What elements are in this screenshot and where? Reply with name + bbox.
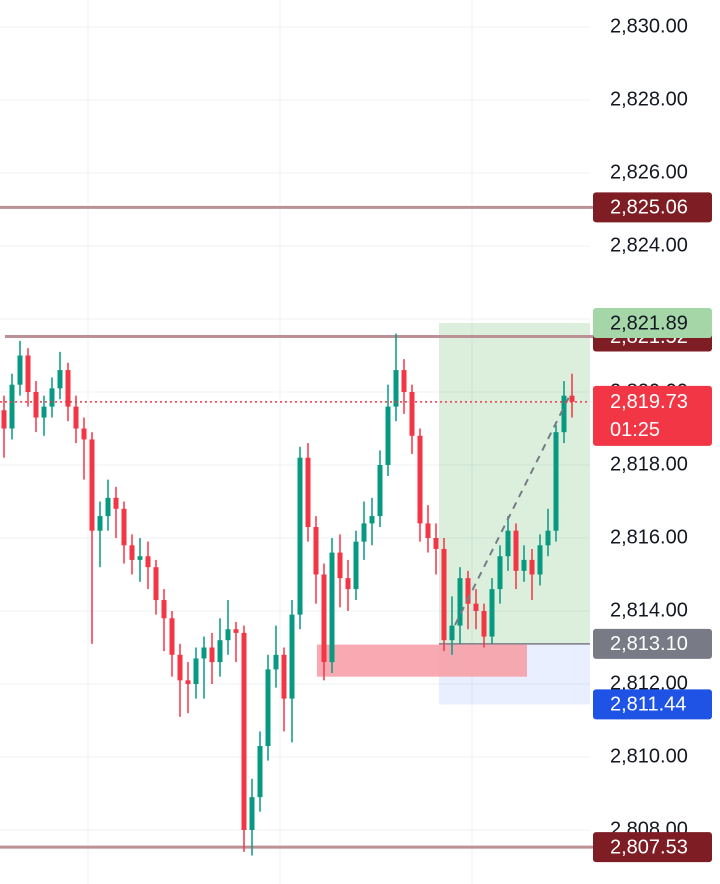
candle-body	[169, 618, 175, 655]
price-badge-label: 2,807.53	[610, 836, 688, 858]
candle-body	[225, 629, 231, 641]
y-tick-label: 2,810.00	[610, 745, 688, 767]
candle-body	[401, 370, 407, 392]
zone	[317, 644, 527, 677]
price-badge	[593, 832, 712, 863]
candle-body	[321, 574, 327, 663]
candle-body	[265, 669, 271, 747]
countdown: 01:25	[610, 419, 660, 441]
candle-body	[449, 625, 455, 641]
candle-body	[89, 439, 95, 531]
candle-body	[185, 680, 191, 684]
candle-body	[457, 578, 463, 626]
candle-body	[433, 537, 439, 549]
candle-body	[497, 556, 503, 590]
candle-body	[105, 497, 111, 517]
candle-body	[201, 647, 207, 659]
candle-body	[129, 545, 135, 560]
price-badge	[593, 192, 712, 223]
candle-body	[353, 541, 359, 590]
candle-body	[41, 406, 47, 418]
candle-body	[385, 406, 391, 465]
candle-body	[297, 457, 303, 615]
candle-body	[241, 632, 247, 830]
candle-body	[137, 556, 143, 560]
y-tick-label: 2,828.00	[610, 88, 688, 110]
candle-body	[81, 428, 87, 440]
candle-body	[513, 530, 519, 571]
price-badge-label: 2,825.06	[610, 197, 688, 219]
candle-body	[441, 548, 447, 641]
candle-body	[425, 523, 431, 538]
candle-body	[337, 552, 343, 579]
candle-body	[233, 629, 239, 633]
candle-body	[345, 578, 351, 590]
candle-body	[369, 516, 375, 524]
candle-body	[289, 614, 295, 699]
candle-body	[25, 355, 31, 392]
price-badge	[593, 308, 712, 339]
candle-body	[545, 530, 551, 546]
candle-body	[473, 603, 479, 611]
price-badge-label: 2,811.44	[610, 694, 686, 716]
price-badge-label: 2,821.89	[610, 312, 688, 334]
candle-body	[17, 355, 23, 385]
candle-body	[417, 435, 423, 524]
candle-body	[561, 395, 567, 433]
y-tick-label: 2,830.00	[610, 15, 688, 37]
candle-body	[153, 567, 159, 601]
candle-body	[65, 370, 71, 407]
candle-body	[1, 410, 7, 429]
candle-body	[177, 654, 183, 681]
candle-body	[489, 589, 495, 637]
candle-body	[49, 388, 55, 407]
candle-body	[273, 654, 279, 670]
candle-body	[537, 545, 543, 575]
candle-body	[113, 497, 119, 509]
candle-body	[569, 395, 575, 402]
candle-body	[161, 600, 167, 619]
price-badge	[593, 628, 712, 659]
candle-body	[57, 370, 63, 389]
candle-body	[305, 457, 311, 528]
y-tick-label: 2,826.00	[610, 161, 688, 183]
target-area	[439, 323, 590, 644]
price-badge-label: 2,813.10	[610, 633, 688, 655]
candle-body	[465, 578, 471, 604]
candle-body	[193, 658, 199, 684]
candle-body	[97, 516, 103, 531]
candle-body	[393, 370, 399, 407]
y-tick-label: 2,816.00	[610, 526, 688, 548]
candle-body	[217, 640, 223, 663]
candle-body	[249, 797, 255, 830]
candle-body	[33, 391, 39, 418]
candle-body	[121, 508, 127, 546]
y-tick-label: 2,818.00	[610, 453, 688, 475]
candle-body	[409, 391, 415, 436]
candle-body	[529, 559, 535, 575]
candle-body	[209, 647, 215, 663]
candle-body	[145, 556, 151, 568]
candle-body	[313, 527, 319, 575]
candle-body	[553, 432, 559, 531]
candle-body	[377, 464, 383, 517]
current-price-label: 2,819.73	[610, 391, 688, 413]
projection-line	[454, 394, 571, 626]
candle-body	[481, 610, 487, 637]
y-tick-label: 2,824.00	[610, 234, 688, 256]
y-tick-label: 2,812.00	[610, 672, 688, 694]
candle-body	[257, 746, 263, 798]
candle-body	[505, 530, 511, 557]
price-badge	[593, 689, 712, 720]
candle-body	[9, 384, 15, 429]
candle-body	[361, 523, 367, 542]
candle-body	[329, 552, 335, 663]
y-tick-label: 2,814.00	[610, 599, 688, 621]
candle-body	[73, 406, 79, 429]
current-price-badge	[593, 385, 712, 446]
candle-body	[521, 559, 527, 571]
candle-body	[281, 654, 287, 699]
